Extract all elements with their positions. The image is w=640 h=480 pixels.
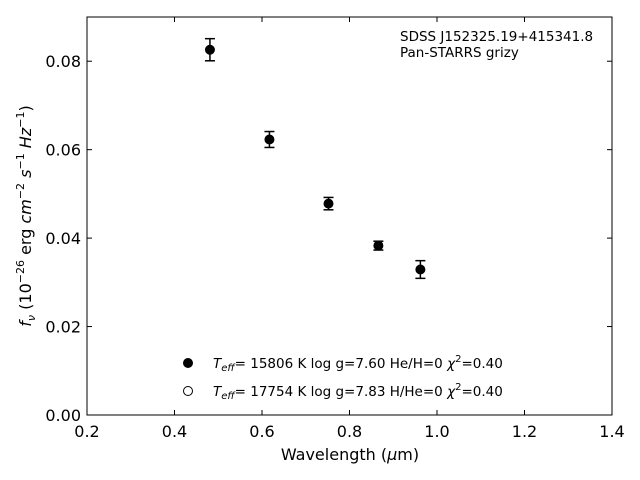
data-marks bbox=[204, 37, 426, 280]
legend-label: Teff= 15806 K log g=7.60 He/H=0 χ2=0.40 bbox=[213, 354, 503, 374]
x-tick-label: 0.6 bbox=[249, 422, 274, 441]
annotation-line-2: Pan-STARRS grizy bbox=[400, 45, 519, 61]
legend-marker bbox=[183, 386, 193, 396]
y-tick-label: 0.04 bbox=[45, 229, 81, 248]
legend: Teff= 15806 K log g=7.60 He/H=0 χ2=0.40 T… bbox=[183, 354, 503, 402]
x-tick-label: 1.2 bbox=[512, 422, 537, 441]
annotation-line-1: SDSS J152325.19+415341.8 bbox=[400, 29, 593, 45]
x-tick-label: 1.4 bbox=[599, 422, 624, 441]
data-point bbox=[415, 259, 426, 280]
data-marker bbox=[373, 240, 384, 251]
legend-marker bbox=[183, 358, 193, 368]
y-tick-label: 0.08 bbox=[45, 52, 81, 71]
data-point bbox=[373, 240, 384, 251]
x-tick-label: 0.4 bbox=[162, 422, 187, 441]
y-tick-label: 0.06 bbox=[45, 141, 81, 160]
data-marker bbox=[323, 198, 334, 209]
data-point bbox=[204, 37, 215, 62]
x-tick-label: 0.2 bbox=[74, 422, 99, 441]
x-tick-label: 1.0 bbox=[424, 422, 449, 441]
data-marker bbox=[264, 134, 275, 145]
data-marker bbox=[415, 264, 426, 275]
data-point bbox=[264, 130, 275, 149]
data-marker bbox=[204, 44, 215, 55]
y-tick-label: 0.02 bbox=[45, 318, 81, 337]
y-axis-label: fν (10−26 erg cm−2 s−1 Hz−1) bbox=[14, 105, 38, 326]
legend-label: Teff= 17754 K log g=7.83 H/He=0 χ2=0.40 bbox=[213, 382, 503, 402]
x-axis-label: Wavelength (μm) bbox=[281, 445, 419, 464]
data-point bbox=[323, 196, 334, 211]
axes: 0.2 0.4 0.6 0.8 1.0 1.2 1.4 0.00 0.02 0.04 0.06 0.0… bbox=[45, 16, 625, 441]
x-tick-label: 0.8 bbox=[337, 422, 362, 441]
y-tick-label: 0.00 bbox=[45, 406, 81, 425]
